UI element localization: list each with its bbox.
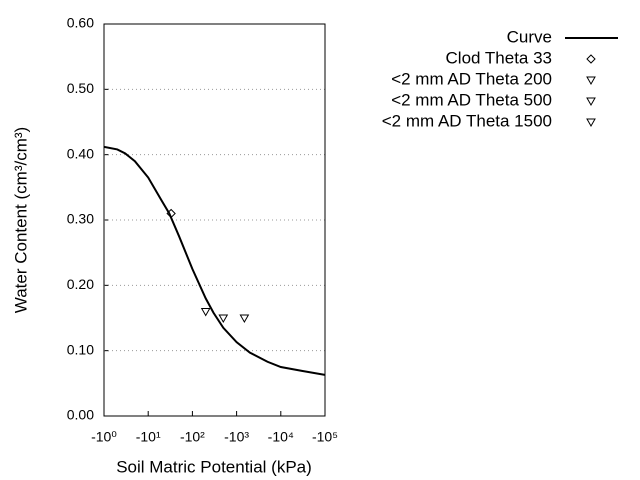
marker [218,314,229,324]
legend-label: <2 mm AD Theta 500 [391,90,552,109]
y-axis-label: Water Content (cm³/cm³) [11,127,30,313]
y-tick-label: 0.20 [67,276,94,292]
curve [104,145,325,376]
legend-marker [586,97,596,107]
y-tick-label: 0.10 [67,341,94,357]
y-tick-label: 0.40 [67,145,94,161]
legend-marker [586,118,596,128]
x-tick-label: -10⁵ [312,429,338,445]
legend-marker [586,76,596,86]
legend-label: <2 mm AD Theta 200 [391,69,552,88]
legend-label: Curve [507,27,552,46]
x-tick-label: -10³ [224,429,249,445]
legend-label: Clod Theta 33 [446,48,552,67]
marker [200,307,211,317]
x-tick-label: -10¹ [136,429,161,445]
plot-frame [103,23,326,417]
legend-label: <2 mm AD Theta 1500 [382,111,552,130]
x-tick-label: -10⁴ [268,429,294,445]
y-tick-label: 0.00 [67,407,94,423]
x-tick-label: -10⁰ [91,429,117,445]
y-tick-label: 0.30 [67,211,94,227]
x-axis-label: Soil Matric Potential (kPa) [116,457,312,476]
x-tick-label: -10² [180,429,205,445]
marker [239,314,250,324]
marker [166,208,176,219]
legend-marker [586,54,596,64]
y-tick-label: 0.60 [67,15,94,31]
y-tick-label: 0.50 [67,80,94,96]
